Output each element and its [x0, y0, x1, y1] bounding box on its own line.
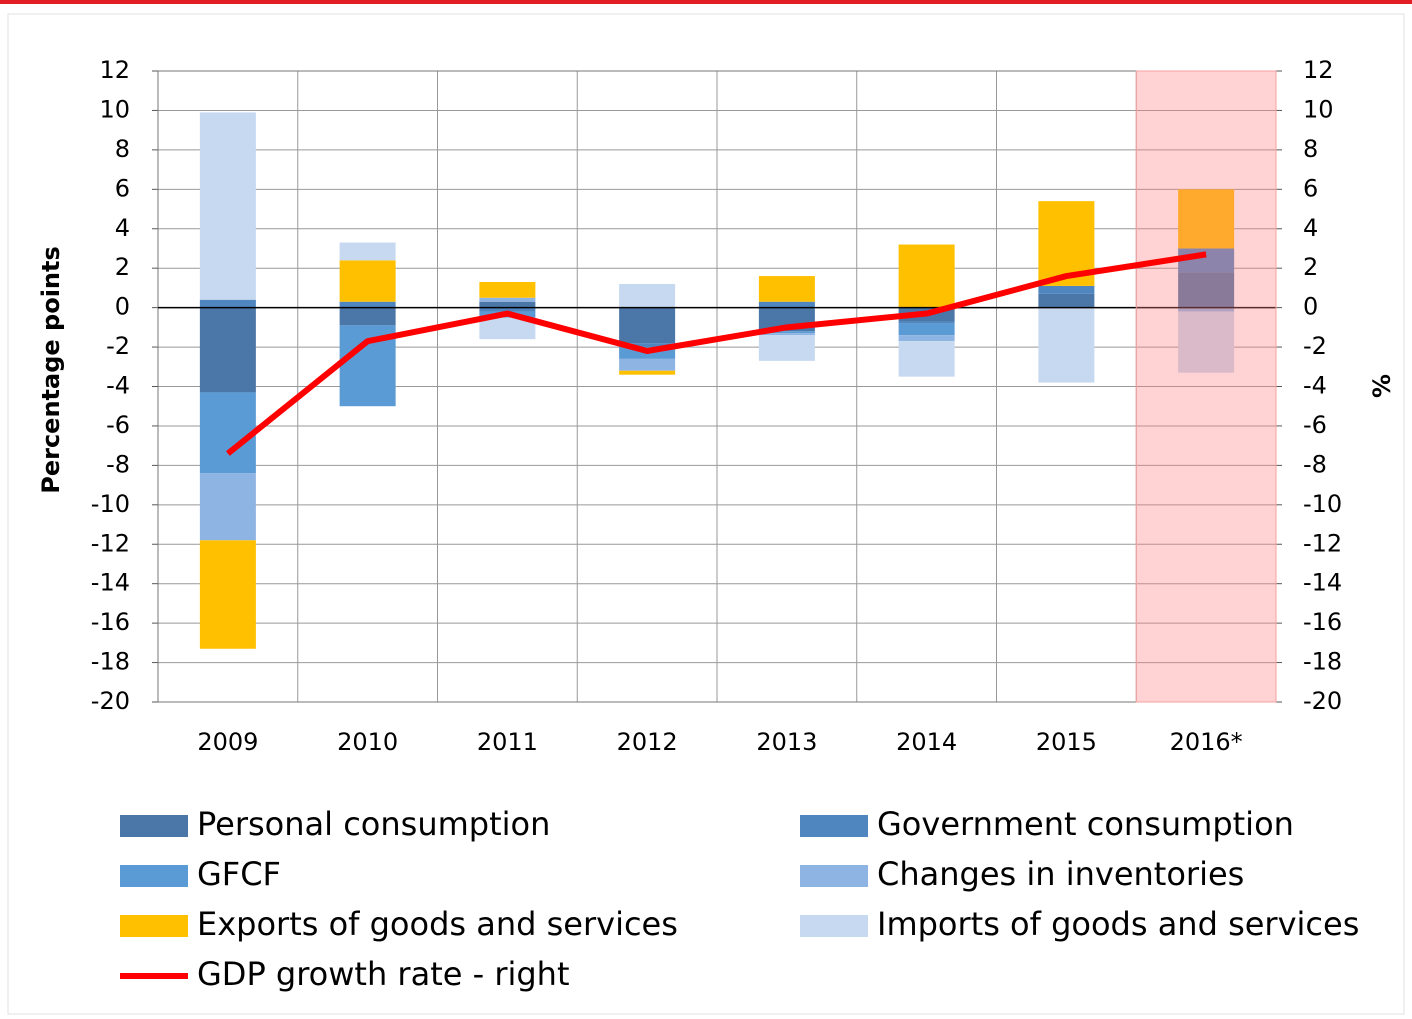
- bar-segment: [199, 299, 256, 308]
- bar-segment: [758, 301, 815, 308]
- forecast-shade: [1135, 70, 1277, 703]
- bar-segment: [619, 283, 676, 308]
- bar-segment: [898, 321, 955, 324]
- bar-segment: [339, 307, 396, 326]
- y2-tick-label: -12: [1303, 529, 1342, 557]
- x-tick-label: 2009: [197, 728, 258, 756]
- legend-label: Government consumption: [877, 805, 1294, 843]
- y-axis-label: Percentage points: [37, 246, 65, 494]
- bar-segment: [898, 323, 955, 336]
- bar-segment: [898, 244, 955, 308]
- x-tick-label: 2011: [477, 728, 538, 756]
- y-tick-label: -20: [91, 687, 130, 715]
- legend-swatch: [800, 915, 868, 937]
- bar-segment: [339, 242, 396, 261]
- y-tick-label: -4: [106, 372, 130, 400]
- legend-label: Changes in inventories: [877, 855, 1244, 893]
- y-tick-label: -10: [91, 490, 130, 518]
- bar-segment: [199, 307, 256, 393]
- bar-segment: [199, 112, 256, 300]
- bar-segment: [758, 335, 815, 361]
- x-tick-label: 2012: [617, 728, 678, 756]
- bar-segment: [898, 341, 955, 377]
- bar-segment: [479, 281, 536, 298]
- legend-label: Imports of goods and services: [877, 905, 1359, 943]
- legend-label: GFCF: [197, 855, 281, 893]
- bar-segment: [1038, 307, 1095, 383]
- bar-segment: [1178, 311, 1235, 373]
- bar-segment: [1178, 272, 1235, 308]
- bar-segment: [339, 301, 396, 308]
- legend-swatch: [120, 915, 188, 937]
- legend-swatch: [120, 865, 188, 887]
- frame: [7, 13, 1405, 1015]
- y2-tick-label: 10: [1303, 95, 1334, 123]
- bar-segment: [479, 297, 536, 302]
- bar-segment: [479, 307, 536, 312]
- y2-tick-label: -18: [1303, 648, 1342, 676]
- bar-segment: [199, 392, 256, 474]
- y-tick-label: -2: [106, 332, 130, 360]
- bar-segment: [619, 358, 676, 371]
- bar-segment: [199, 473, 256, 541]
- bar-segment: [619, 370, 676, 375]
- y-tick-label: 12: [99, 56, 130, 84]
- y-tick-label: 2: [115, 253, 130, 281]
- bar-segment: [758, 276, 815, 302]
- bar-segment: [1038, 285, 1095, 294]
- y-tick-label: -16: [91, 608, 130, 636]
- bar-segment: [199, 540, 256, 649]
- top-rule: [0, 0, 1412, 4]
- y2-tick-label: -2: [1303, 332, 1327, 360]
- y2-tick-label: -16: [1303, 608, 1342, 636]
- y-tick-label: 0: [115, 293, 130, 321]
- y2-tick-label: 2: [1303, 253, 1318, 281]
- legend-swatch: [800, 815, 868, 837]
- bar-segment: [619, 307, 676, 344]
- bar-segment: [758, 331, 815, 334]
- y-tick-label: 8: [115, 135, 130, 163]
- x-tick-label: 2013: [756, 728, 817, 756]
- legend-label: GDP growth rate - right: [197, 955, 570, 993]
- y2-tick-label: 4: [1303, 214, 1318, 242]
- x-tick-label: 2014: [896, 728, 957, 756]
- y2-tick-label: -20: [1303, 687, 1342, 715]
- bar-segment: [479, 317, 536, 340]
- legend-swatch: [120, 815, 188, 837]
- bar-segment: [619, 343, 676, 348]
- bar-segment: [479, 301, 536, 308]
- x-tick-label: 2016*: [1170, 728, 1243, 756]
- bar-segment: [758, 333, 815, 336]
- y2-tick-label: -10: [1303, 490, 1342, 518]
- bar-segment: [1178, 307, 1235, 312]
- x-tick-label: 2015: [1036, 728, 1097, 756]
- y2-tick-label: 12: [1303, 56, 1334, 84]
- y-tick-label: 6: [115, 174, 130, 202]
- x-tick-label: 2010: [337, 728, 398, 756]
- bar-segment: [1038, 293, 1095, 308]
- y-tick-label: -14: [91, 569, 130, 597]
- bar-segment: [898, 335, 955, 342]
- legend-label: Exports of goods and services: [197, 905, 678, 943]
- legend-swatch: [800, 865, 868, 887]
- y-tick-label: -8: [106, 450, 130, 478]
- y-tick-label: -12: [91, 529, 130, 557]
- y2-tick-label: -14: [1303, 569, 1342, 597]
- legend-label: Personal consumption: [197, 805, 550, 843]
- y2-tick-label: -6: [1303, 411, 1327, 439]
- y-tick-label: 4: [115, 214, 130, 242]
- y-tick-label: -18: [91, 648, 130, 676]
- bar-segment: [1178, 189, 1235, 249]
- y2-tick-label: -4: [1303, 372, 1327, 400]
- bar-segment: [339, 260, 396, 302]
- y2-axis-label: %: [1368, 374, 1396, 398]
- y2-tick-label: -8: [1303, 450, 1327, 478]
- y-tick-label: 10: [99, 95, 130, 123]
- y2-tick-label: 6: [1303, 174, 1318, 202]
- y-tick-label: -6: [106, 411, 130, 439]
- line-series: [225, 251, 1207, 456]
- y2-tick-label: 0: [1303, 293, 1318, 321]
- y2-tick-label: 8: [1303, 135, 1318, 163]
